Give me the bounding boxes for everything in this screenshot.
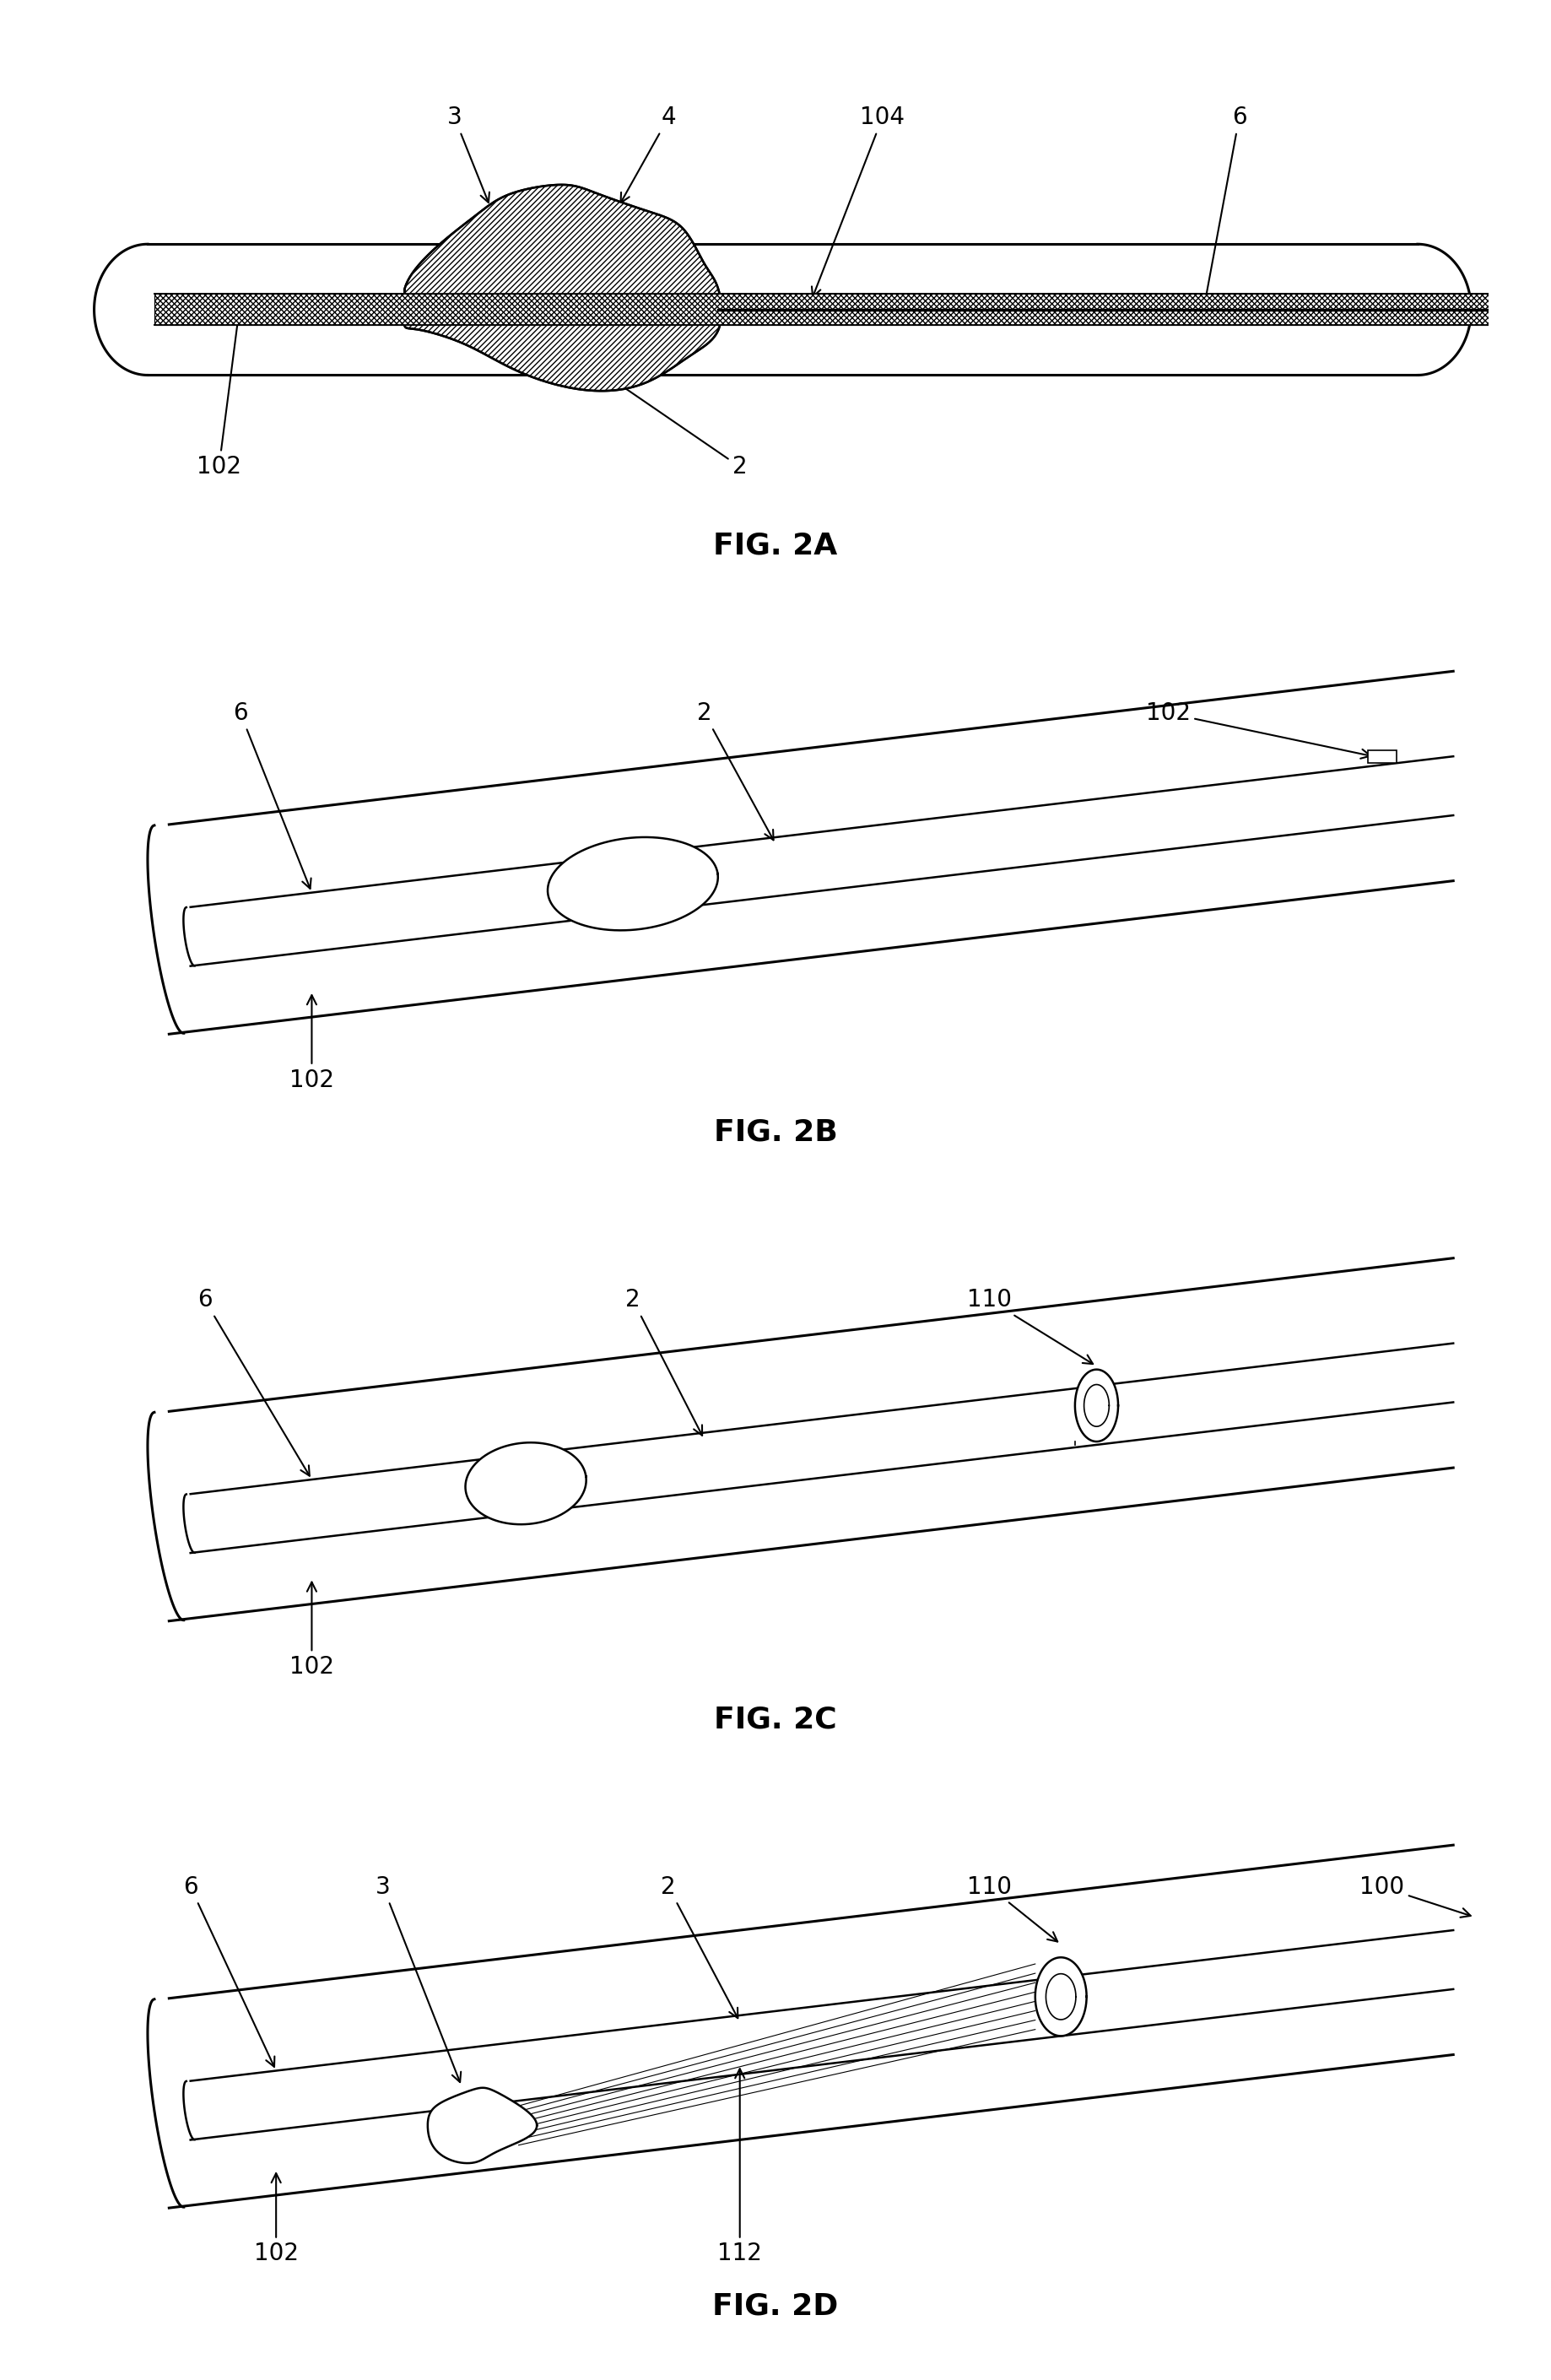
Polygon shape	[1035, 1956, 1087, 2035]
Polygon shape	[465, 1442, 586, 1523]
Text: 6: 6	[233, 702, 312, 888]
Text: 102: 102	[197, 305, 244, 478]
Polygon shape	[548, 838, 718, 931]
Text: 110: 110	[968, 1875, 1058, 1942]
Text: 110: 110	[968, 1288, 1093, 1364]
Text: FIG. 2D: FIG. 2D	[712, 2292, 839, 2320]
Text: FIG. 2B: FIG. 2B	[713, 1119, 838, 1147]
Polygon shape	[428, 2087, 537, 2163]
Text: 102: 102	[290, 995, 333, 1092]
Polygon shape	[1368, 750, 1396, 764]
Text: 2: 2	[661, 1875, 738, 2018]
Text: FIG. 2C: FIG. 2C	[713, 1704, 838, 1733]
Text: FIG. 2A: FIG. 2A	[713, 531, 838, 559]
Text: 6: 6	[197, 1288, 310, 1476]
Text: 2: 2	[625, 1288, 703, 1435]
Polygon shape	[1075, 1368, 1118, 1442]
Text: 102: 102	[1146, 702, 1371, 759]
Text: 6: 6	[183, 1875, 275, 2066]
Bar	[155, 293, 1489, 326]
Text: 104: 104	[811, 105, 904, 298]
Bar	[155, 293, 1489, 326]
Text: 3: 3	[375, 1875, 461, 2082]
Text: 102: 102	[290, 1583, 333, 1678]
Text: 3: 3	[447, 105, 490, 202]
Text: 112: 112	[718, 2068, 762, 2266]
Bar	[155, 293, 1489, 326]
Bar	[155, 293, 1489, 326]
Text: 2: 2	[696, 702, 774, 840]
Text: 102: 102	[254, 2173, 298, 2266]
Text: 4: 4	[620, 105, 676, 202]
Text: 100: 100	[1360, 1875, 1470, 1918]
Text: 2: 2	[600, 371, 748, 478]
Text: 6: 6	[1202, 105, 1247, 305]
Polygon shape	[405, 186, 721, 390]
